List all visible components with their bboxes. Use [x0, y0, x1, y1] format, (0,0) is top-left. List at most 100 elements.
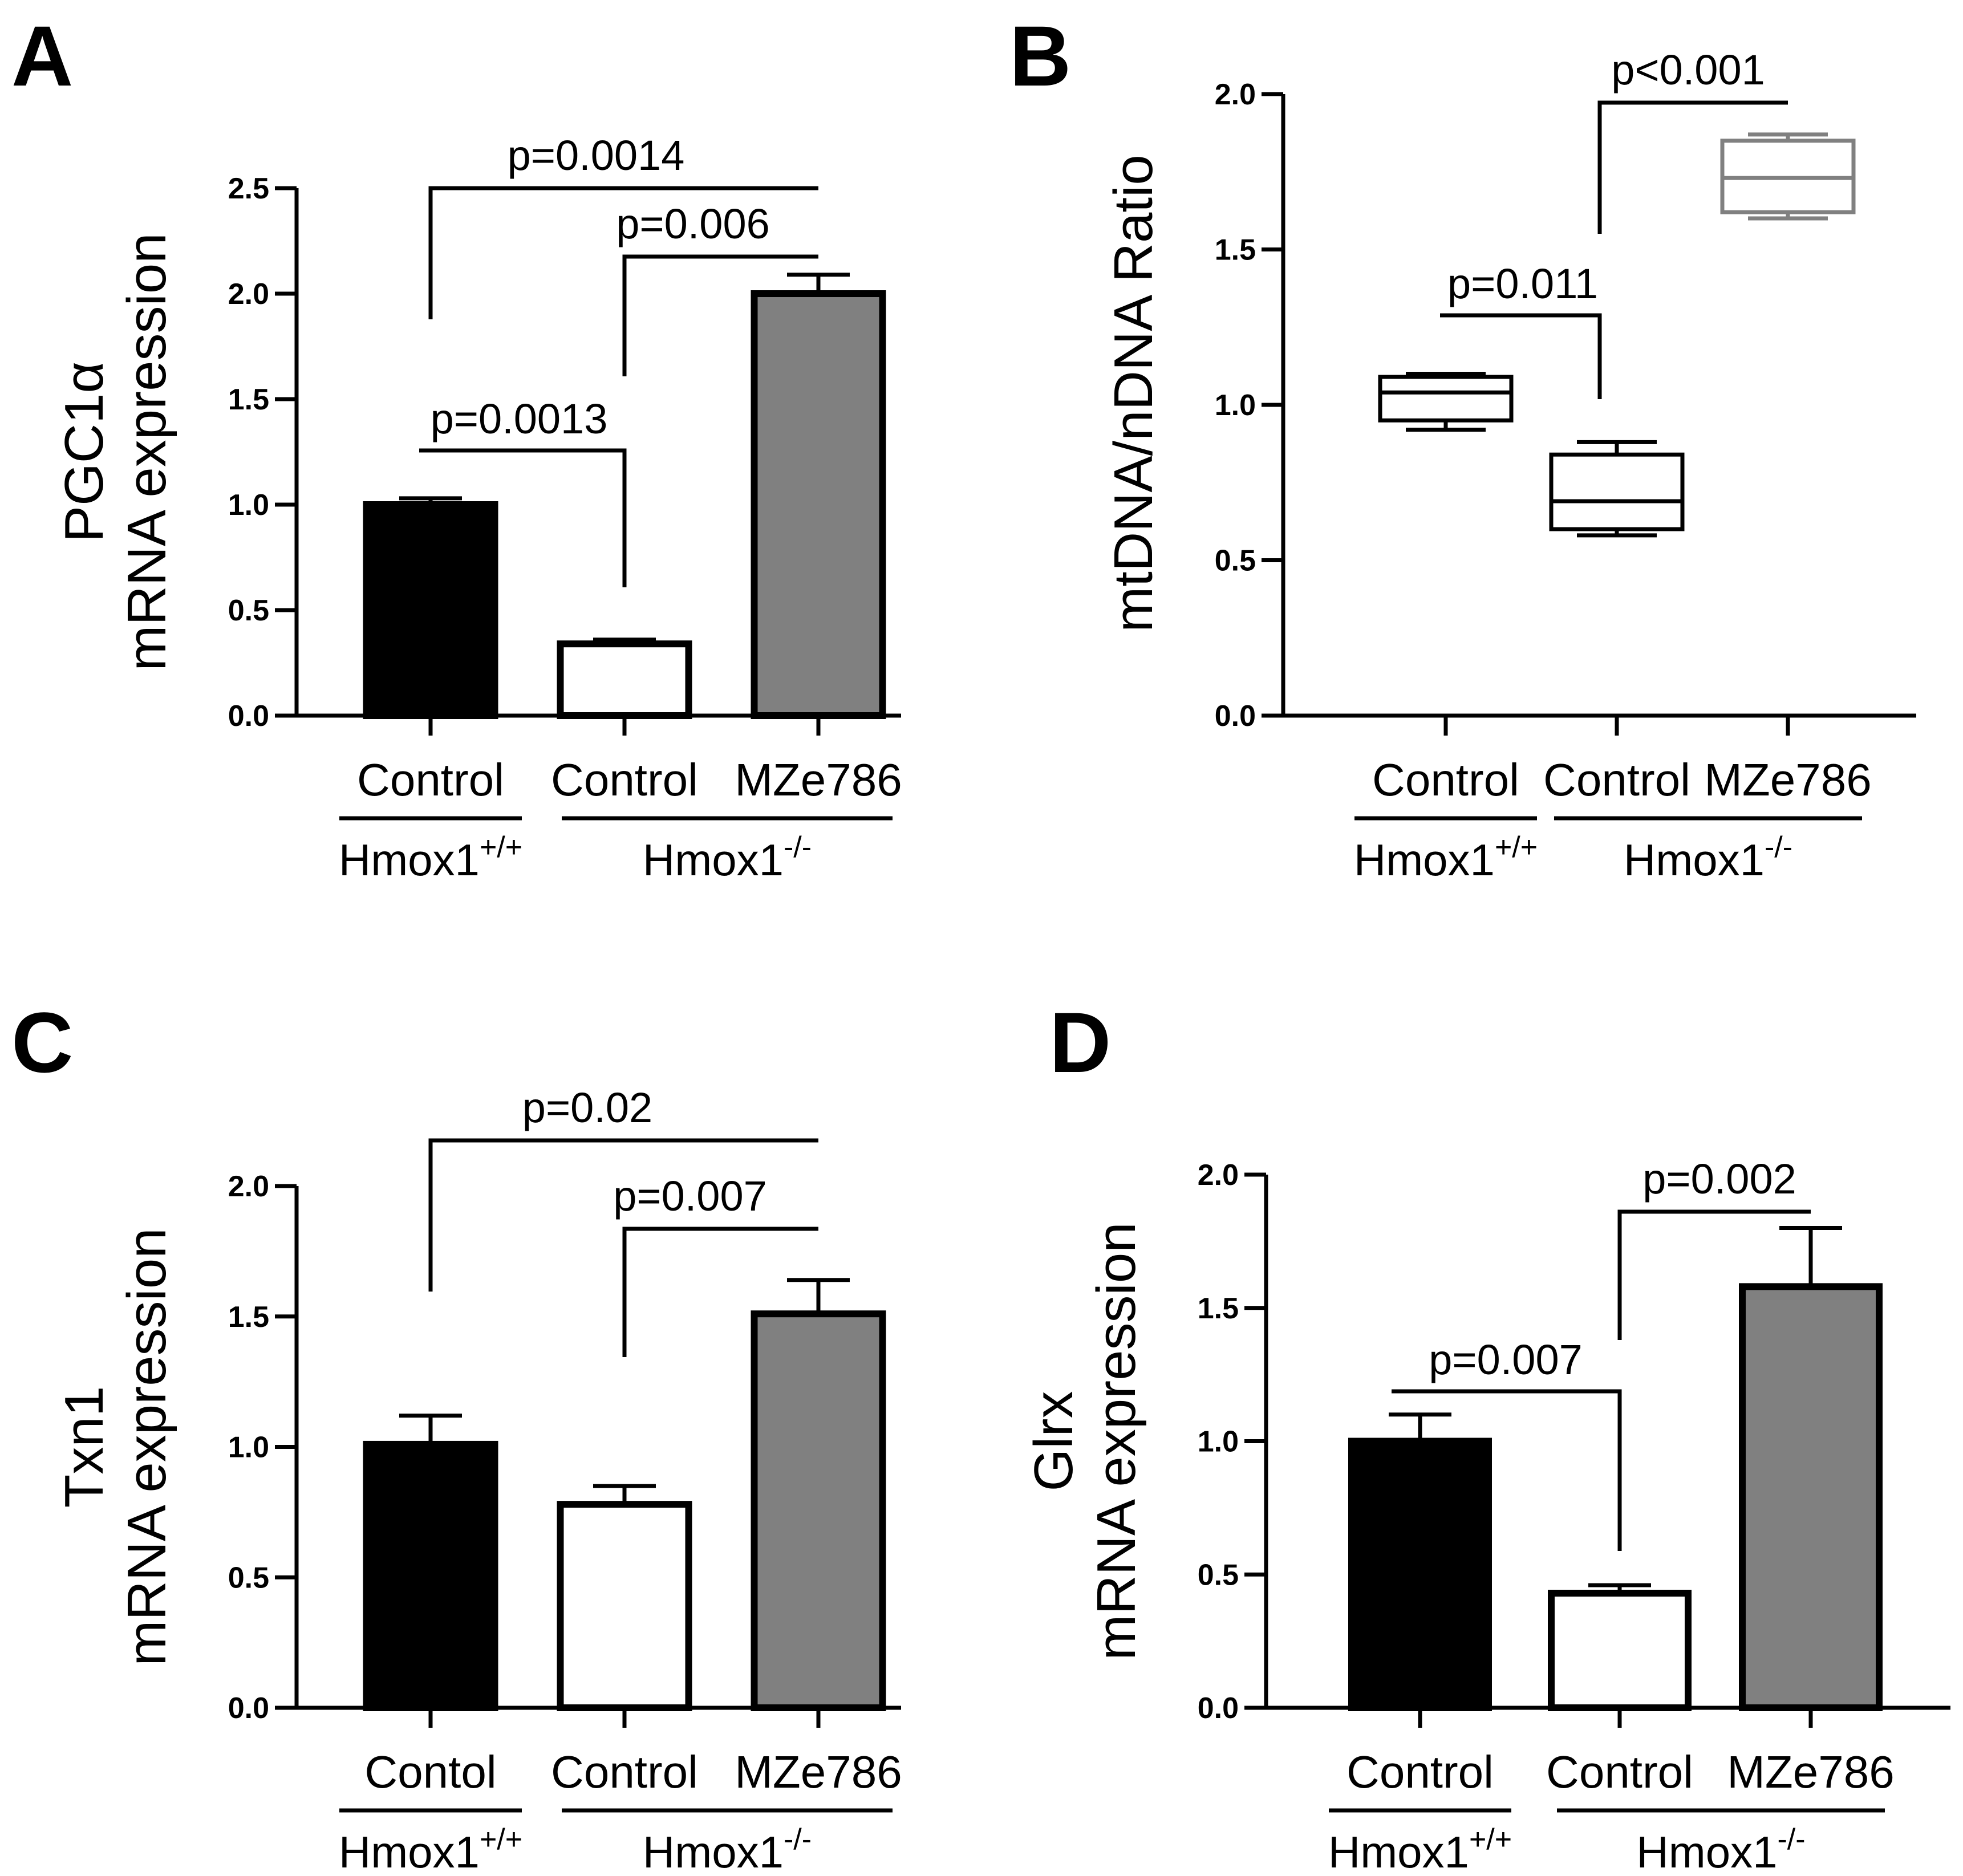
category-label: MZe786 [1727, 1747, 1894, 1797]
y-axis-label: mtDNA/nDNA Ratio [1103, 155, 1164, 632]
significance-bracket [428, 186, 818, 319]
y-tick-label: 1.5 [1198, 1292, 1239, 1325]
y-axis-label-line1: PGC1α [54, 362, 115, 542]
y-tick-label: 1.0 [228, 1431, 269, 1464]
category-label: Control [1372, 754, 1519, 805]
y-tick-label: 0.0 [1198, 1692, 1239, 1725]
y-axis-label-line2: mRNA expression [116, 233, 177, 671]
bar [1348, 1438, 1492, 1711]
category-label: Control [1346, 1747, 1494, 1797]
group-label-superscript: -/- [784, 1823, 812, 1856]
y-axis-label-line2: mRNA expression [1086, 1222, 1147, 1660]
bar [1739, 1283, 1883, 1712]
panel-letter-b: B [1009, 8, 1071, 104]
panel-b-chart: 0.0 0.5 1.0 1.5 2.0 Control Control MZe786 Hmox1… [1103, 46, 1916, 885]
panel-letter-a: A [11, 8, 73, 104]
bar [557, 640, 692, 719]
group-label-superscript: +/+ [480, 1823, 522, 1856]
box [1378, 375, 1514, 423]
bar [363, 1440, 498, 1712]
category-label: Control [1546, 1747, 1693, 1797]
group-label: Hmox1-/- [1636, 1823, 1805, 1876]
bar [557, 1501, 692, 1711]
y-tick-label: 2.5 [228, 172, 269, 205]
category-label: Contol [364, 1747, 496, 1797]
p-value-label: p=0.006 [616, 200, 770, 247]
group-label: Hmox1-/- [643, 1823, 812, 1876]
bar [751, 290, 886, 719]
group-label-text: Hmox1 [1354, 835, 1495, 885]
category-label: Control [551, 754, 698, 805]
group-label: Hmox1-/- [643, 831, 812, 885]
significance-bracket [428, 1138, 818, 1292]
significance-bracket [1440, 313, 1602, 399]
y-tick-label: 1.5 [228, 383, 269, 416]
group-label-superscript: +/+ [1495, 831, 1538, 864]
category-label: MZe786 [1704, 754, 1871, 805]
y-tick-label: 1.5 [228, 1301, 269, 1334]
y-tick-label: 2.0 [228, 1170, 269, 1203]
group-label-superscript: -/- [1777, 1823, 1805, 1856]
y-tick-label: 0.5 [228, 1561, 269, 1594]
y-tick-label: 2.0 [1198, 1159, 1239, 1192]
p-value-label: p<0.001 [1611, 46, 1765, 94]
group-label: Hmox1-/- [1624, 831, 1792, 885]
box [1549, 452, 1685, 531]
p-value-label: p=0.011 [1447, 260, 1598, 307]
group-label: Hmox1+/+ [1328, 1823, 1512, 1876]
bar [1548, 1589, 1692, 1712]
y-tick-label: 0.5 [1198, 1558, 1239, 1591]
group-label-text: Hmox1 [1328, 1827, 1469, 1876]
category-label: Control [357, 754, 504, 805]
group-label-text: Hmox1 [339, 1827, 480, 1876]
p-value-label: p=0.02 [522, 1084, 652, 1131]
y-tick-label: 2.0 [1215, 78, 1256, 111]
significance-bracket [419, 448, 627, 587]
y-tick-label: 0.5 [1215, 545, 1256, 578]
y-tick-label: 1.0 [1198, 1426, 1239, 1459]
p-value-label: p=0.002 [1642, 1155, 1796, 1203]
significance-bracket [1597, 100, 1788, 234]
category-label: MZe786 [735, 1747, 902, 1797]
group-label-superscript: +/+ [1469, 1823, 1512, 1856]
y-axis-label-line1: Glrx [1023, 1391, 1084, 1492]
category-label: MZe786 [735, 754, 902, 805]
category-label: Control [551, 1747, 698, 1797]
significance-bracket [1392, 1389, 1622, 1551]
y-axis-label-line1: Txn1 [54, 1386, 115, 1508]
y-tick-label: 0.0 [228, 1692, 269, 1725]
significance-bracket [622, 1227, 818, 1357]
group-label-superscript: -/- [784, 831, 812, 864]
panel-d-chart: 0.0 0.5 1.0 1.5 2.0 Control Control MZe786 Hmox1… [1023, 1155, 1950, 1876]
y-axis-label-line2: mRNA expression [116, 1228, 177, 1666]
bar [363, 501, 498, 719]
group-label: Hmox1+/+ [339, 1823, 522, 1876]
group-label-text: Hmox1 [643, 1827, 784, 1876]
group-label-text: Hmox1 [339, 835, 480, 885]
group-label: Hmox1+/+ [1354, 831, 1538, 885]
y-tick-label: 2.0 [228, 278, 269, 311]
y-tick-label: 0.0 [1215, 700, 1256, 733]
panel-letter-c: C [11, 994, 73, 1090]
group-label-text: Hmox1 [1636, 1827, 1777, 1876]
group-label: Hmox1+/+ [339, 831, 522, 885]
p-value-label: p=0.0014 [508, 132, 685, 179]
group-label-superscript: +/+ [480, 831, 522, 864]
y-tick-label: 1.0 [1215, 389, 1256, 422]
y-tick-label: 0.0 [228, 700, 269, 733]
group-label-text: Hmox1 [643, 835, 784, 885]
y-tick-label: 0.5 [228, 594, 269, 627]
significance-bracket [622, 254, 818, 376]
y-tick-label: 1.5 [1215, 234, 1256, 267]
category-label: Control [1543, 754, 1690, 805]
group-label-text: Hmox1 [1624, 835, 1765, 885]
p-value-label: p=0.007 [1429, 1336, 1583, 1383]
significance-bracket [1617, 1209, 1811, 1340]
bar [751, 1310, 886, 1712]
p-value-label: p=0.0013 [431, 395, 608, 442]
y-tick-label: 1.0 [228, 489, 269, 522]
p-value-label: p=0.007 [613, 1172, 767, 1220]
panel-a-chart: 0.0 0.5 1.0 1.5 2.0 2.5 Control Control MZe786 Hm… [54, 132, 902, 885]
